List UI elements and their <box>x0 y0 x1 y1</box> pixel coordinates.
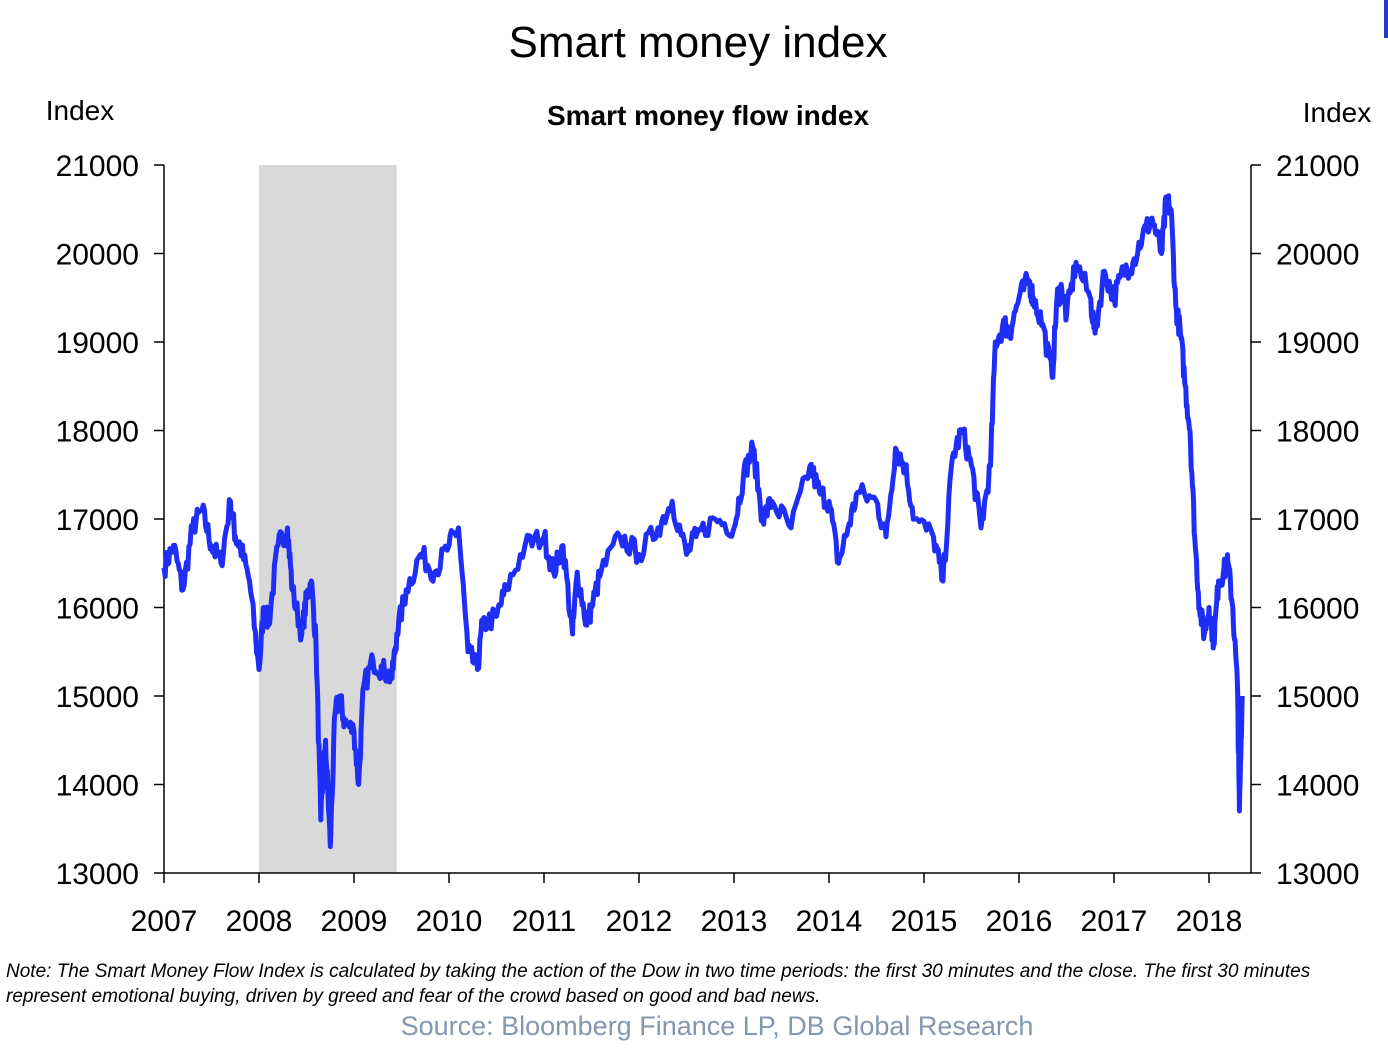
x-tick-label: 2010 <box>416 905 483 938</box>
y-tick-label-right: 13000 <box>1276 858 1359 891</box>
axes <box>154 164 1261 883</box>
y-axis-label-left: Index <box>46 95 115 126</box>
tick-labels: 13000 13000 14000 14000 15000 15000 16000 16000… <box>56 150 1360 938</box>
y-tick-label-left: 19000 <box>56 327 139 360</box>
x-tick-label: 2008 <box>226 905 293 938</box>
y-tick-label-right: 16000 <box>1276 593 1359 626</box>
x-tick-label: 2007 <box>131 905 198 938</box>
x-tick-label: 2015 <box>891 905 958 938</box>
y-tick-label-right: 17000 <box>1276 504 1359 537</box>
y-tick-label-left: 13000 <box>56 858 139 891</box>
y-tick-label-right: 21000 <box>1276 150 1359 183</box>
y-tick-label-left: 16000 <box>56 593 139 626</box>
x-tick-label: 2009 <box>321 905 388 938</box>
x-tick-label: 2012 <box>606 905 673 938</box>
footnote: Note: The Smart Money Flow Index is calc… <box>6 959 1386 1009</box>
footnote-line-1: Note: The Smart Money Flow Index is calc… <box>6 961 1311 982</box>
source-text: Source: Bloomberg Finance LP, DB Global … <box>400 1011 1034 1041</box>
y-tick-label-left: 21000 <box>56 150 139 183</box>
y-tick-label-right: 20000 <box>1276 239 1359 272</box>
y-tick-label-right: 19000 <box>1276 327 1359 360</box>
x-tick-label: 2017 <box>1081 905 1148 938</box>
y-tick-label-left: 20000 <box>56 239 139 272</box>
y-tick-label-right: 15000 <box>1276 681 1359 714</box>
y-axis-label-right: Index <box>1303 97 1372 128</box>
x-tick-label: 2011 <box>512 905 577 938</box>
y-tick-label-left: 17000 <box>56 504 139 537</box>
y-tick-label-left: 15000 <box>56 681 139 714</box>
chart-subtitle: Smart money flow index <box>547 100 869 131</box>
corner-accent <box>1384 0 1388 38</box>
y-tick-label-right: 18000 <box>1276 416 1359 449</box>
series-line <box>161 193 1245 849</box>
y-tick-label-left: 14000 <box>56 770 139 803</box>
x-tick-label: 2014 <box>796 905 863 938</box>
x-tick-label: 2016 <box>986 905 1053 938</box>
x-tick-label: 2018 <box>1176 905 1243 938</box>
y-tick-label-right: 14000 <box>1276 770 1359 803</box>
chart-title: Smart money index <box>508 18 887 67</box>
x-tick-label: 2013 <box>701 905 768 938</box>
footnote-line-2: represent emotional buying, driven by gr… <box>6 986 821 1007</box>
y-tick-label-left: 18000 <box>56 416 139 449</box>
